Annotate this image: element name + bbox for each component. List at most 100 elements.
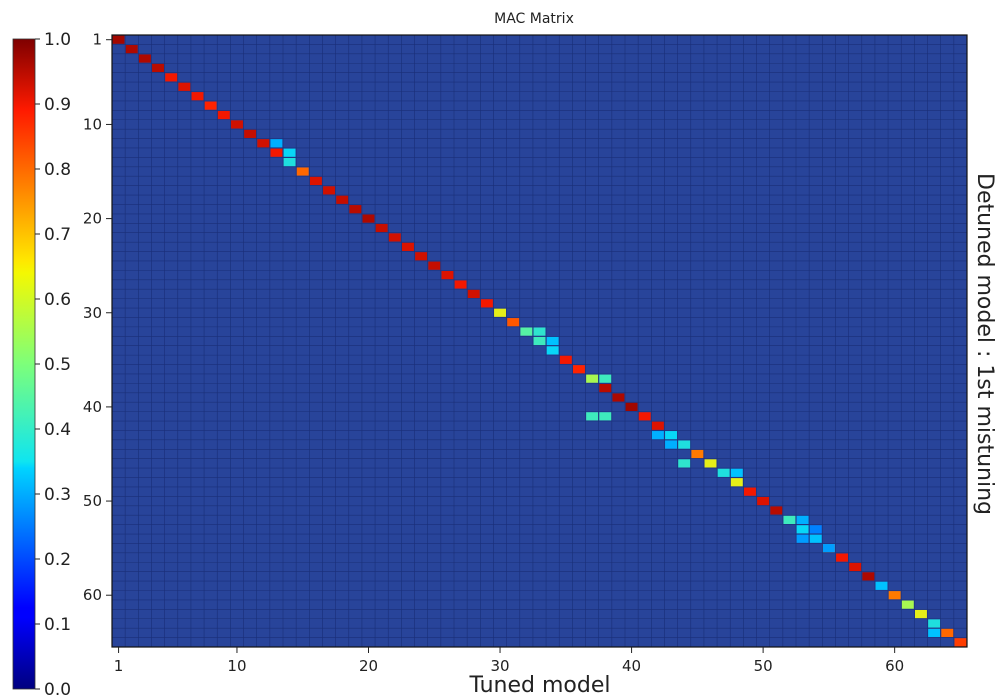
y-tick-label: 20 bbox=[83, 210, 102, 228]
diagonal-cell bbox=[428, 261, 441, 270]
diagonal-cell bbox=[625, 402, 638, 412]
diagonal-cell bbox=[875, 581, 888, 590]
off-diagonal-cell bbox=[822, 544, 835, 553]
diagonal-cell bbox=[244, 129, 257, 138]
off-diagonal-cell bbox=[928, 628, 941, 637]
off-diagonal-cell bbox=[678, 459, 691, 468]
colorbar-tick-label: 0.6 bbox=[44, 290, 71, 310]
off-diagonal-cell bbox=[586, 412, 599, 421]
diagonal-cell bbox=[388, 233, 401, 242]
diagonal-cell bbox=[572, 365, 585, 374]
diagonal-cell bbox=[480, 299, 493, 308]
diagonal-cell bbox=[401, 242, 414, 251]
off-diagonal-cell bbox=[599, 412, 612, 421]
heatmap bbox=[111, 34, 968, 648]
diagonal-cell bbox=[928, 619, 941, 628]
off-diagonal-cell bbox=[730, 468, 743, 477]
chart-title: MAC Matrix bbox=[494, 11, 574, 27]
diagonal-cell bbox=[651, 421, 664, 430]
diagonal-cell bbox=[204, 101, 217, 110]
y-tick-label: 40 bbox=[83, 398, 102, 416]
off-diagonal-cell bbox=[809, 525, 822, 534]
diagonal-cell bbox=[270, 148, 283, 157]
off-diagonal-cell bbox=[546, 336, 559, 346]
off-diagonal-cell bbox=[665, 440, 678, 449]
diagonal-cell bbox=[165, 73, 178, 82]
diagonal-cell bbox=[704, 459, 717, 468]
diagonal-cell bbox=[296, 167, 309, 176]
diagonal-cell bbox=[257, 139, 270, 148]
colorbar-tick-label: 0.7 bbox=[44, 225, 71, 245]
diagonal-cell bbox=[717, 468, 730, 477]
diagonal-cell bbox=[375, 223, 388, 233]
heatmap-cells bbox=[112, 35, 967, 647]
colorbar-tick-label: 0.8 bbox=[44, 160, 71, 180]
diagonal-cell bbox=[691, 449, 704, 459]
diagonal-cell bbox=[678, 440, 691, 449]
colorbar-tick-label: 0.9 bbox=[44, 95, 71, 115]
diagonal-cell bbox=[138, 54, 151, 63]
y-tick-label: 10 bbox=[83, 115, 102, 133]
diagonal-cell bbox=[888, 591, 901, 600]
y-axis-ticks: 1 10 20 30 40 50 60 bbox=[83, 31, 112, 604]
diagonal-cell bbox=[178, 82, 191, 91]
diagonal-cell bbox=[191, 92, 204, 101]
diagonal-cell bbox=[783, 515, 796, 524]
diagonal-cell bbox=[349, 205, 362, 214]
colorbar-tick-label: 0.2 bbox=[44, 550, 71, 570]
diagonal-cell bbox=[914, 609, 927, 619]
x-tick-label: 1 bbox=[114, 657, 124, 675]
diagonal-cell bbox=[612, 393, 625, 402]
diagonal-cell bbox=[586, 374, 599, 383]
diagonal-cell bbox=[757, 496, 770, 506]
diagonal-cell bbox=[112, 35, 125, 44]
diagonal-cell bbox=[599, 383, 612, 393]
x-tick-label: 60 bbox=[885, 657, 904, 675]
x-tick-label: 40 bbox=[622, 657, 641, 675]
y-tick-label: 50 bbox=[83, 492, 102, 510]
colorbar-tick-label: 0.0 bbox=[44, 680, 71, 698]
y-tick-label: 30 bbox=[83, 304, 102, 322]
y-tick-label: 1 bbox=[92, 31, 102, 49]
diagonal-cell bbox=[507, 318, 520, 327]
diagonal-cell bbox=[730, 478, 743, 487]
colorbar-tick-label: 0.3 bbox=[44, 485, 71, 505]
diagonal-cell bbox=[533, 336, 546, 346]
diagonal-cell bbox=[323, 186, 336, 195]
diagonal-cell bbox=[362, 214, 375, 223]
diagonal-cell bbox=[230, 120, 243, 129]
diagonal-cell bbox=[665, 431, 678, 440]
diagonal-cell bbox=[520, 327, 533, 336]
heatmap-gridlines bbox=[112, 35, 967, 647]
diagonal-cell bbox=[152, 63, 165, 73]
diagonal-cell bbox=[836, 553, 849, 562]
diagonal-cell bbox=[809, 534, 822, 543]
x-tick-label: 10 bbox=[227, 657, 246, 675]
diagonal-cell bbox=[796, 525, 809, 534]
colorbar-tick-label: 0.1 bbox=[44, 615, 71, 635]
diagonal-cell bbox=[494, 308, 507, 317]
diagonal-cell bbox=[217, 110, 230, 120]
off-diagonal-cell bbox=[796, 515, 809, 524]
off-diagonal-cell bbox=[796, 534, 809, 543]
off-diagonal-cell bbox=[270, 139, 283, 148]
colorbar-tick-label: 0.4 bbox=[44, 420, 71, 440]
off-diagonal-cell bbox=[533, 327, 546, 336]
diagonal-cell bbox=[941, 628, 954, 637]
colorbar-tick-label: 1.0 bbox=[44, 30, 71, 50]
diagonal-cell bbox=[454, 280, 467, 289]
x-tick-label: 30 bbox=[490, 657, 509, 675]
diagonal-cell bbox=[283, 158, 296, 167]
off-diagonal-cell bbox=[651, 431, 664, 440]
colorbar-gradient bbox=[12, 38, 36, 690]
diagonal-cell bbox=[849, 562, 862, 572]
diagonal-cell bbox=[743, 487, 756, 496]
colorbar-ticks: 0.0 0.1 0.2 0.3 0.4 0.5 0.6 0.7 0.8 0.9 1.0 bbox=[35, 30, 71, 698]
diagonal-cell bbox=[954, 638, 967, 647]
off-diagonal-cell bbox=[599, 374, 612, 383]
diagonal-cell bbox=[309, 176, 322, 186]
diagonal-cell bbox=[125, 45, 138, 54]
x-tick-label: 50 bbox=[754, 657, 773, 675]
x-axis-ticks: 1 10 20 30 40 50 60 bbox=[114, 647, 904, 675]
